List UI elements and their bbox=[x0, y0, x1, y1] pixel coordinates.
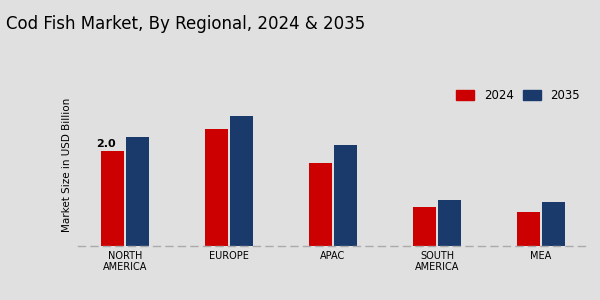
Bar bbox=[101, 151, 124, 246]
Bar bbox=[126, 137, 149, 246]
Bar bbox=[413, 207, 436, 246]
Bar bbox=[517, 212, 540, 246]
Text: Cod Fish Market, By Regional, 2024 & 2035: Cod Fish Market, By Regional, 2024 & 203… bbox=[6, 15, 365, 33]
Text: 2.0: 2.0 bbox=[96, 139, 116, 148]
Bar bbox=[334, 145, 357, 246]
Bar bbox=[205, 129, 228, 246]
Bar bbox=[230, 116, 253, 246]
Bar bbox=[438, 200, 461, 246]
Bar bbox=[309, 163, 332, 246]
Y-axis label: Market Size in USD Billion: Market Size in USD Billion bbox=[62, 98, 73, 232]
Bar bbox=[542, 202, 565, 246]
Legend: 2024, 2035: 2024, 2035 bbox=[454, 87, 582, 104]
